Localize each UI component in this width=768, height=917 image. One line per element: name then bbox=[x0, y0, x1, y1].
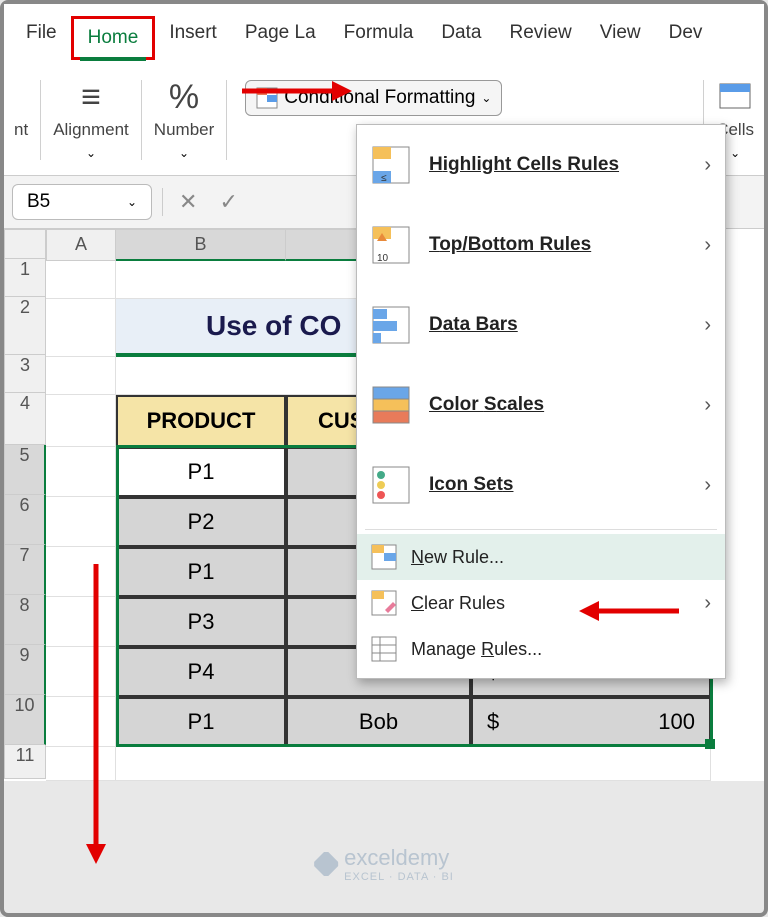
annotation-arrow bbox=[242, 79, 352, 103]
menu-top-bottom[interactable]: 10 Top/Bottom Rules › bbox=[357, 205, 725, 285]
chevron-right-icon: › bbox=[704, 234, 711, 257]
conditional-formatting-menu: ≤ Highlight Cells Rules › 10 Top/Bottom … bbox=[356, 124, 726, 679]
menu-color-scales[interactable]: Color Scales › bbox=[357, 365, 725, 445]
cell-product[interactable]: P1 bbox=[116, 447, 286, 497]
tab-pagelayout[interactable]: Page La bbox=[231, 16, 330, 60]
logo-icon bbox=[314, 852, 338, 876]
svg-text:10: 10 bbox=[377, 253, 389, 264]
menu-highlight-cells[interactable]: ≤ Highlight Cells Rules › bbox=[357, 125, 725, 205]
chevron-down-icon: ⌄ bbox=[86, 146, 96, 160]
clear-rules-icon bbox=[371, 590, 397, 616]
cancel-icon[interactable]: ✕ bbox=[173, 189, 203, 215]
chevron-right-icon: › bbox=[704, 474, 711, 497]
menu-new-rule[interactable]: New Rule... bbox=[357, 534, 725, 580]
row-header[interactable]: 1 bbox=[4, 259, 46, 297]
color-scales-icon bbox=[371, 385, 411, 425]
row-header[interactable]: 8 bbox=[4, 595, 46, 645]
tab-developer[interactable]: Dev bbox=[655, 16, 717, 60]
header-product: PRODUCT bbox=[116, 395, 286, 447]
row-header[interactable]: 4 bbox=[4, 393, 46, 445]
new-rule-icon bbox=[371, 544, 397, 570]
row-header[interactable]: 11 bbox=[4, 745, 46, 779]
cell-product[interactable]: P2 bbox=[116, 497, 286, 547]
enter-icon[interactable]: ✓ bbox=[213, 189, 243, 215]
alignment-label: Alignment bbox=[53, 120, 129, 140]
percent-icon: % bbox=[169, 80, 199, 114]
col-header-A[interactable]: A bbox=[46, 229, 116, 261]
select-all-corner[interactable] bbox=[4, 229, 46, 259]
namebox-value: B5 bbox=[27, 191, 50, 213]
annotation-arrow bbox=[84, 564, 108, 864]
row-header[interactable]: 6 bbox=[4, 495, 46, 545]
chevron-right-icon: › bbox=[704, 394, 711, 417]
cells-icon bbox=[718, 80, 752, 114]
cell-product[interactable]: P4 bbox=[116, 647, 286, 697]
tab-data[interactable]: Data bbox=[427, 16, 495, 60]
manage-rules-icon bbox=[371, 636, 397, 662]
cell-amount[interactable]: $100 bbox=[471, 697, 711, 747]
tab-view[interactable]: View bbox=[586, 16, 655, 60]
row-header[interactable]: 7 bbox=[4, 545, 46, 595]
alignment-group[interactable]: ≡ Alignment ⌄ bbox=[53, 80, 129, 160]
chevron-down-icon: ⌄ bbox=[481, 91, 491, 105]
chevron-right-icon: › bbox=[704, 314, 711, 337]
icon-sets-icon bbox=[371, 465, 411, 505]
row-header[interactable]: 3 bbox=[4, 355, 46, 393]
name-box[interactable]: B5 ⌄ bbox=[12, 184, 152, 220]
number-group[interactable]: % Number ⌄ bbox=[154, 80, 214, 160]
row-header[interactable]: 5 bbox=[4, 445, 46, 495]
number-label: Number bbox=[154, 120, 214, 140]
tab-review[interactable]: Review bbox=[495, 16, 585, 60]
tab-insert[interactable]: Insert bbox=[155, 16, 231, 60]
chevron-down-icon: ⌄ bbox=[127, 195, 137, 209]
tab-home[interactable]: Home bbox=[74, 21, 153, 55]
cell-product[interactable]: P1 bbox=[116, 697, 286, 747]
tab-formulas[interactable]: Formula bbox=[330, 16, 428, 60]
chevron-right-icon: › bbox=[704, 154, 711, 177]
menu-icon-sets[interactable]: Icon Sets › bbox=[357, 445, 725, 525]
watermark: exceldemy EXCEL · DATA · BI bbox=[314, 845, 454, 883]
menu-data-bars[interactable]: Data Bars › bbox=[357, 285, 725, 365]
home-highlight-box: Home bbox=[71, 16, 156, 60]
align-center-icon: ≡ bbox=[81, 80, 101, 114]
tab-file[interactable]: File bbox=[12, 16, 71, 60]
chevron-right-icon: › bbox=[704, 592, 711, 615]
row-header[interactable]: 9 bbox=[4, 645, 46, 695]
row-headers: 1 2 3 4 5 6 7 8 9 10 11 bbox=[4, 259, 46, 779]
chevron-down-icon: ⌄ bbox=[730, 146, 740, 160]
ribbon-group-nt: nt bbox=[14, 120, 28, 140]
ribbon-tabs: File Home Insert Page La Formula Data Re… bbox=[4, 4, 764, 60]
top-bottom-icon: 10 bbox=[371, 225, 411, 265]
row-header[interactable]: 10 bbox=[4, 695, 46, 745]
col-header-B[interactable]: B bbox=[116, 229, 286, 261]
menu-manage-rules[interactable]: Manage Rules... bbox=[357, 626, 725, 672]
svg-text:≤: ≤ bbox=[381, 173, 387, 184]
cell-product[interactable]: P3 bbox=[116, 597, 286, 647]
cell-customer[interactable]: Bob bbox=[286, 697, 471, 747]
annotation-arrow bbox=[579, 599, 679, 623]
data-bars-icon bbox=[371, 305, 411, 345]
cell-product[interactable]: P1 bbox=[116, 547, 286, 597]
row-header[interactable]: 2 bbox=[4, 297, 46, 355]
chevron-down-icon: ⌄ bbox=[179, 146, 189, 160]
highlight-cells-icon: ≤ bbox=[371, 145, 411, 185]
